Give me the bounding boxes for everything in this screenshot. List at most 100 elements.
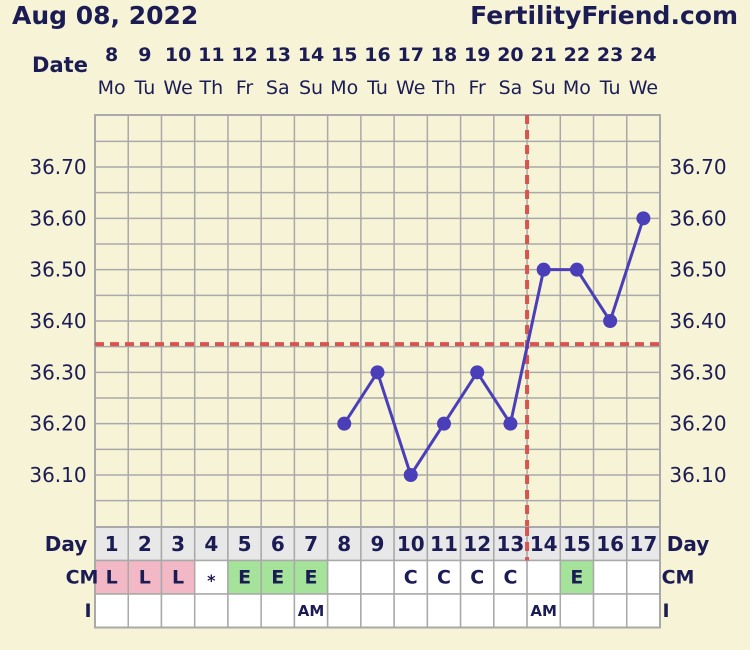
- temperature-point[interactable]: [470, 365, 485, 380]
- cm-value: E: [238, 566, 251, 588]
- date-label: 17: [398, 44, 424, 66]
- cycle-day-label: 8: [337, 532, 351, 556]
- day-cell: [526, 526, 562, 562]
- i-cell[interactable]: [193, 593, 229, 629]
- y-tick-label-right: 36.30: [669, 360, 726, 384]
- cm-cell[interactable]: [626, 559, 661, 595]
- i-cell[interactable]: [526, 593, 562, 629]
- date-label: 22: [564, 44, 590, 66]
- date-row-label: Date: [32, 53, 88, 77]
- i-cell[interactable]: [260, 593, 296, 629]
- temperature-point[interactable]: [337, 416, 352, 431]
- cm-cell[interactable]: [94, 559, 129, 595]
- cm-cell[interactable]: [393, 559, 429, 595]
- i-value: AM: [298, 602, 325, 620]
- weekday-label: Th: [198, 77, 223, 99]
- date-label: 11: [198, 44, 224, 66]
- i-cell[interactable]: [559, 593, 595, 629]
- temperature-point[interactable]: [503, 416, 518, 431]
- i-cell[interactable]: [426, 593, 462, 629]
- y-tick-label-left: 36.70: [29, 155, 86, 179]
- date-label: 18: [431, 44, 457, 66]
- cycle-day-label: 2: [138, 532, 152, 556]
- weekday-label: Mo: [98, 77, 126, 99]
- day-cell: [227, 526, 262, 562]
- i-cell[interactable]: [326, 593, 362, 629]
- weekday-label: Sa: [266, 77, 290, 99]
- weekday-label: Su: [299, 77, 323, 99]
- cm-row-label-left: CM: [66, 566, 99, 588]
- i-value: AM: [530, 602, 557, 620]
- i-cell[interactable]: [160, 593, 196, 629]
- temperature-point[interactable]: [403, 468, 418, 482]
- weekday-label: We: [629, 77, 658, 99]
- temperature-point[interactable]: [603, 314, 618, 328]
- weekday-label: Tu: [133, 77, 155, 99]
- i-cell[interactable]: [459, 593, 495, 629]
- cm-cell[interactable]: [227, 559, 262, 595]
- weekday-label: We: [396, 77, 425, 99]
- cm-value: C: [470, 566, 484, 588]
- y-tick-label-left: 36.20: [29, 412, 86, 436]
- i-cell[interactable]: [94, 593, 129, 629]
- date-label: 10: [165, 44, 191, 66]
- cm-cell[interactable]: [526, 559, 562, 595]
- y-tick-label-right: 36.20: [669, 412, 726, 436]
- weekday-label: Tu: [366, 77, 388, 99]
- y-tick-label-right: 36.10: [669, 463, 726, 487]
- temperature-point[interactable]: [569, 262, 584, 277]
- i-cell[interactable]: [360, 593, 395, 629]
- i-cell[interactable]: [393, 593, 429, 629]
- date-label: 9: [138, 44, 151, 66]
- y-tick-label-left: 36.10: [29, 463, 86, 487]
- weekday-label: Fr: [236, 77, 254, 99]
- cm-value: E: [271, 566, 284, 588]
- cycle-day-label: 10: [397, 532, 425, 556]
- table-border: [94, 526, 661, 629]
- weekday-label: Mo: [563, 77, 591, 99]
- y-tick-label-left: 36.60: [29, 206, 86, 230]
- cm-cell[interactable]: [260, 559, 296, 595]
- i-cell[interactable]: [227, 593, 262, 629]
- cm-cell[interactable]: [592, 559, 628, 595]
- cycle-day-label: 15: [563, 532, 591, 556]
- site-brand[interactable]: FertilityFriend.com: [470, 1, 738, 30]
- cm-cell[interactable]: [127, 559, 163, 595]
- day-cell: [360, 526, 395, 562]
- cycle-day-label: 3: [171, 532, 185, 556]
- i-cell[interactable]: [626, 593, 661, 629]
- cm-value: L: [139, 566, 151, 588]
- cycle-day-label: 12: [463, 532, 491, 556]
- temperature-point[interactable]: [436, 416, 451, 431]
- i-cell[interactable]: [493, 593, 528, 629]
- cm-cell[interactable]: [426, 559, 462, 595]
- cycle-day-label: 14: [530, 532, 558, 556]
- weekday-label: Sa: [499, 77, 523, 99]
- date-label: 8: [105, 44, 118, 66]
- i-cell[interactable]: [127, 593, 163, 629]
- cm-value: C: [404, 566, 418, 588]
- chart-date: Aug 08, 2022: [12, 1, 199, 30]
- cm-cell[interactable]: [360, 559, 395, 595]
- cm-value: C: [503, 566, 517, 588]
- date-label: 21: [530, 44, 556, 66]
- cm-cell[interactable]: [326, 559, 362, 595]
- date-label: 24: [630, 44, 656, 66]
- y-tick-label-right: 36.70: [669, 155, 726, 179]
- y-tick-label-right: 36.50: [669, 258, 726, 282]
- temperature-point[interactable]: [370, 365, 385, 380]
- date-label: 13: [265, 44, 291, 66]
- weekday-label: Su: [532, 77, 556, 99]
- cm-cell[interactable]: [160, 559, 196, 595]
- temperature-line: [343, 217, 645, 479]
- temperature-point[interactable]: [636, 211, 651, 226]
- day-row-label-right: Day: [667, 532, 710, 556]
- cycle-day-label: 1: [105, 532, 119, 556]
- i-cell[interactable]: [592, 593, 628, 629]
- weekday-label: Fr: [469, 77, 487, 99]
- temperature-point[interactable]: [536, 262, 551, 277]
- cm-value: L: [106, 566, 118, 588]
- y-tick-label-right: 36.60: [669, 206, 726, 230]
- cm-value: E: [305, 566, 318, 588]
- weekday-label: Tu: [599, 77, 621, 99]
